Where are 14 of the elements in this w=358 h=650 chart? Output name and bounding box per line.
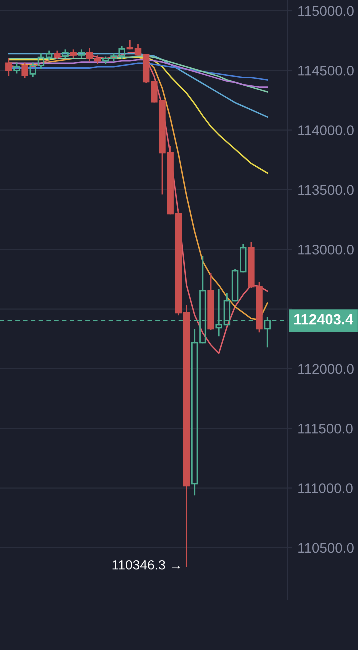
y-tick-label: 114000.0 xyxy=(298,126,354,136)
y-tick-label: 111500.0 xyxy=(298,424,353,434)
annotation: 110346.3 → xyxy=(112,560,180,570)
y-tick-label: 113000.0 xyxy=(298,244,354,255)
y-tick-label: 110500.0 xyxy=(298,543,354,554)
y-tick-label: 112000.0 xyxy=(298,364,354,374)
candlestick xyxy=(22,62,28,78)
y-tick-label: 113500.0 xyxy=(298,185,354,196)
y-tick-label: 111000.0 xyxy=(298,484,353,494)
y-tick-label: 114500.0 xyxy=(298,66,354,76)
y-tick-label: 115000.0 xyxy=(298,6,354,16)
candlestick xyxy=(78,50,86,58)
ref-line-label: 112403.4 xyxy=(294,314,354,325)
candlestick xyxy=(6,58,12,76)
